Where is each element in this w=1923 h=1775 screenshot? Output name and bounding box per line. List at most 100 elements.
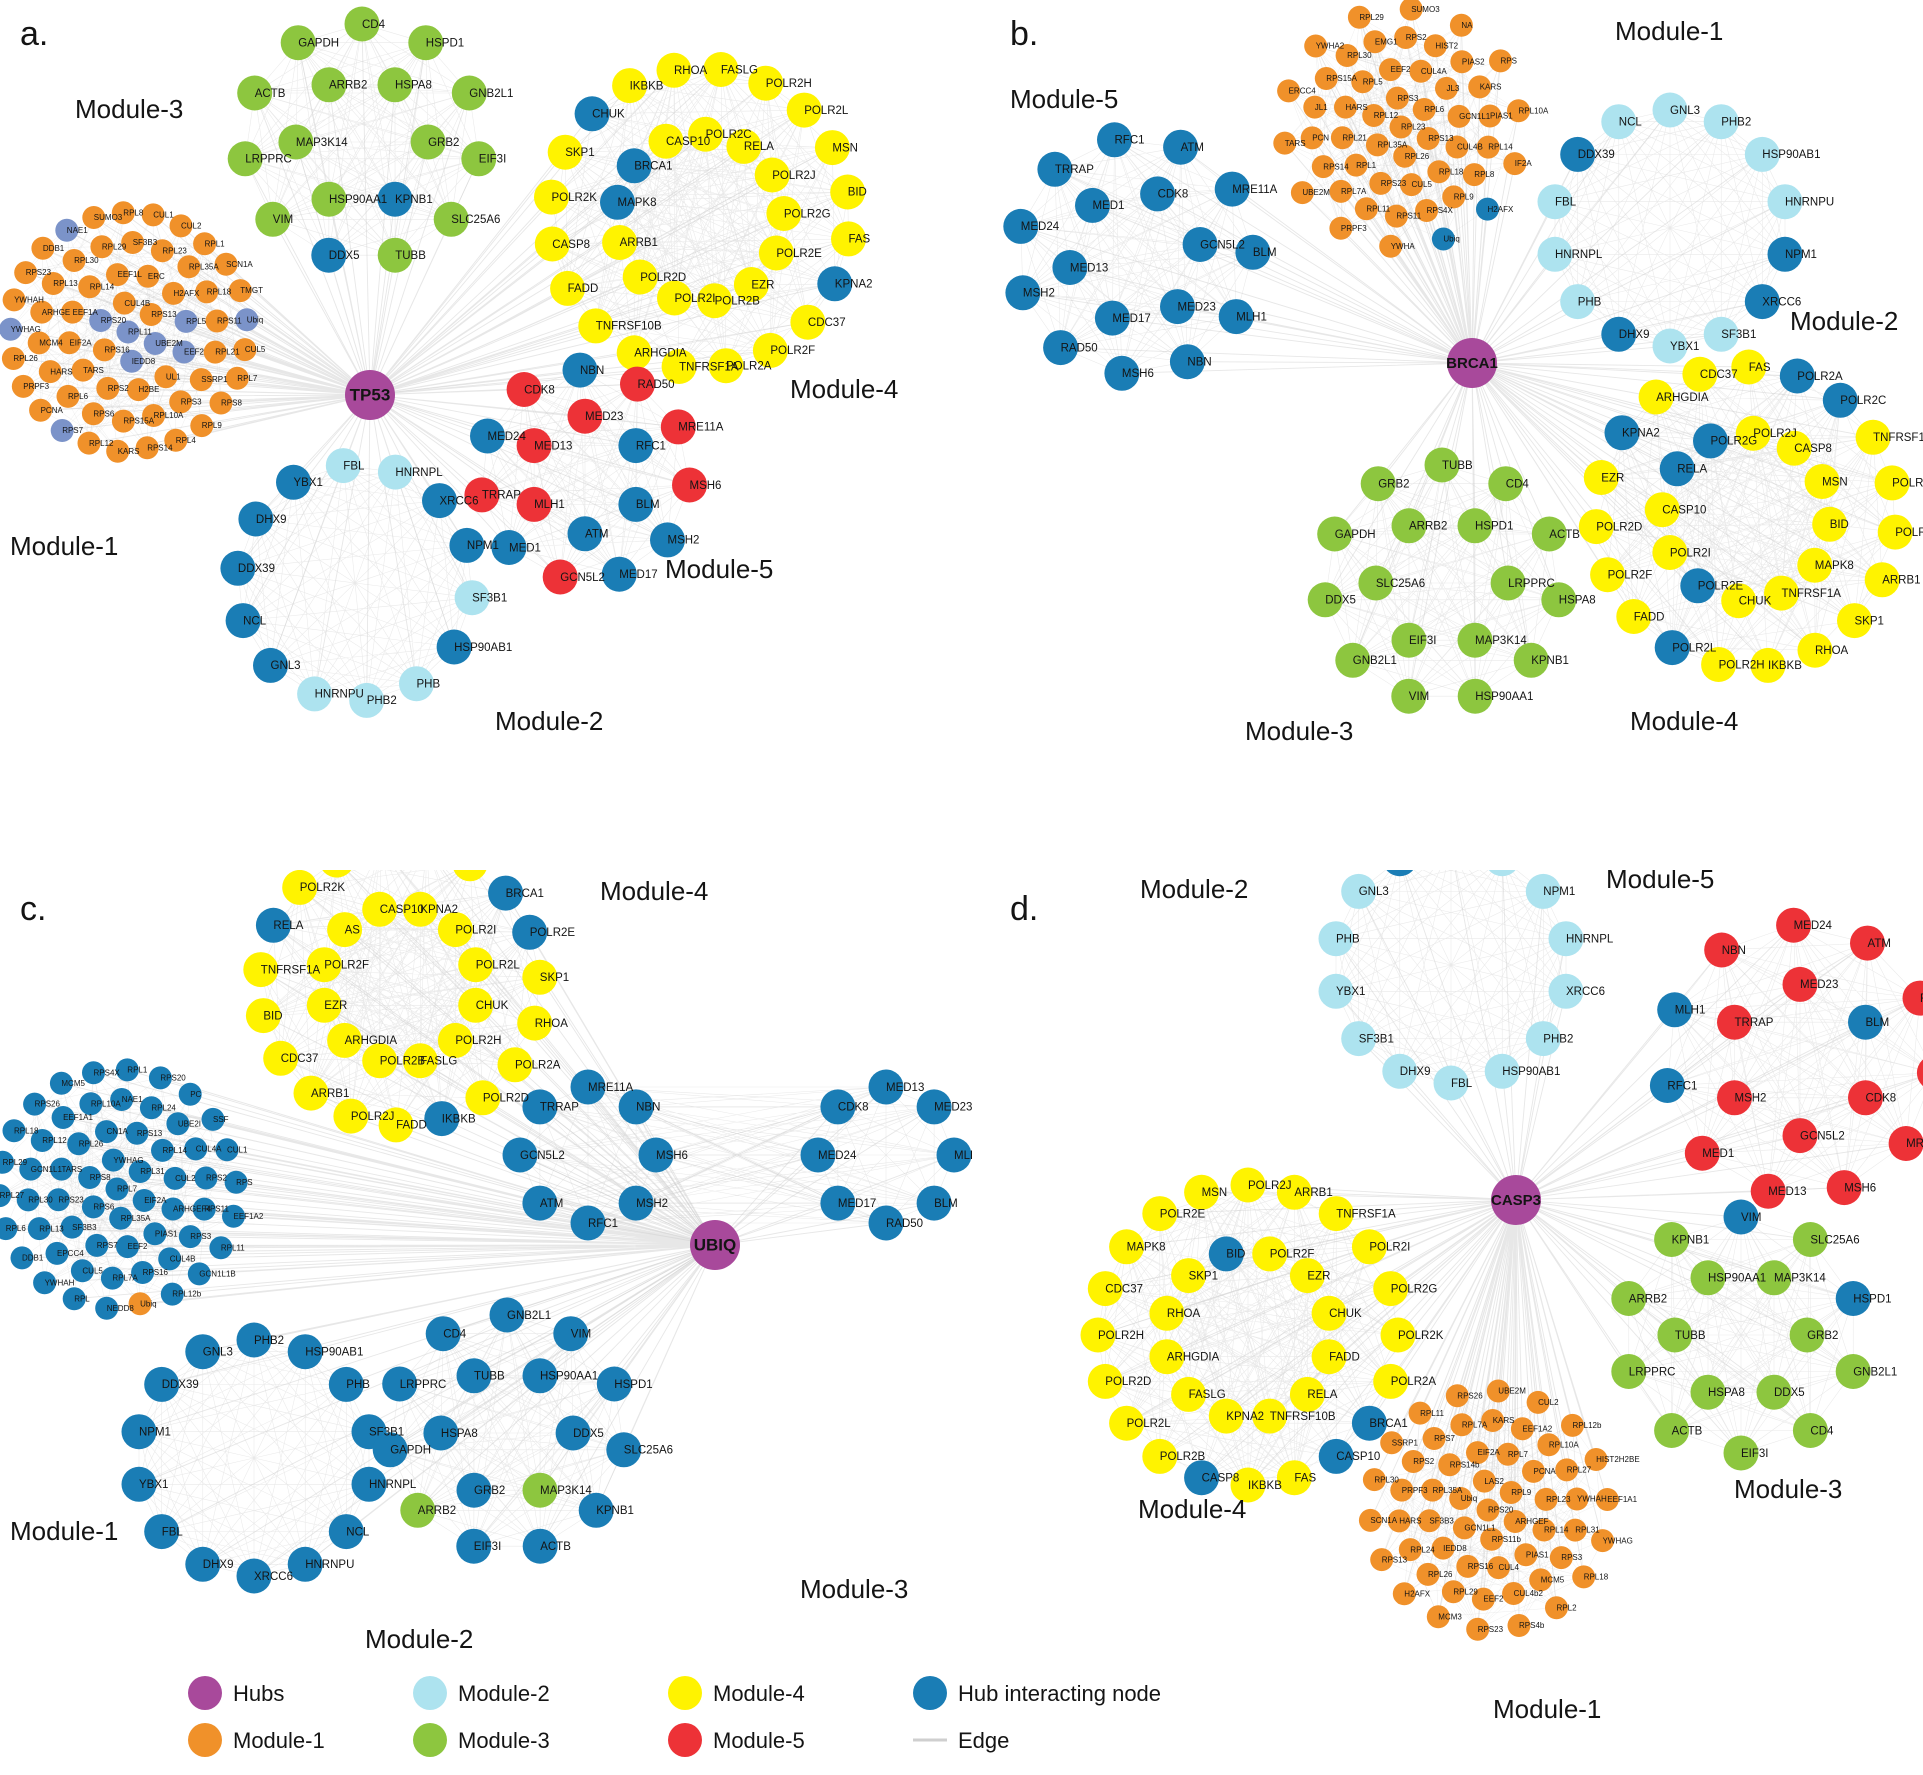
svg-text:Module-5: Module-5: [665, 554, 773, 584]
svg-text:BLM: BLM: [1253, 247, 1277, 259]
svg-text:GCN1L1: GCN1L1: [1459, 112, 1491, 121]
svg-text:POLR2L: POLR2L: [1127, 1418, 1172, 1430]
svg-text:CASP8: CASP8: [552, 239, 590, 251]
svg-text:EZR: EZR: [751, 279, 774, 291]
svg-text:PHB2: PHB2: [1543, 1033, 1573, 1045]
svg-text:RPL12: RPL12: [1374, 111, 1399, 120]
svg-text:DHX9: DHX9: [1400, 1066, 1431, 1078]
svg-text:POLR2H: POLR2H: [766, 78, 812, 90]
svg-text:TUBB: TUBB: [1675, 1330, 1706, 1342]
svg-text:CDK8: CDK8: [1866, 1093, 1897, 1105]
svg-text:TARS: TARS: [1285, 139, 1306, 148]
svg-text:HIST2: HIST2: [1435, 41, 1458, 50]
svg-text:UBE2M: UBE2M: [1302, 188, 1330, 197]
svg-text:Module-3: Module-3: [75, 94, 183, 124]
svg-text:c.: c.: [20, 890, 46, 928]
svg-text:SF3B1: SF3B1: [1359, 1033, 1394, 1045]
svg-text:POLR2G: POLR2G: [784, 208, 831, 220]
svg-text:POLR2K: POLR2K: [1398, 1330, 1444, 1342]
svg-text:HNRNPU: HNRNPU: [315, 689, 364, 701]
svg-text:MED1: MED1: [1093, 200, 1125, 212]
svg-text:FASLG: FASLG: [1189, 1389, 1226, 1401]
svg-text:RPL5: RPL5: [186, 317, 207, 326]
svg-text:FADD: FADD: [1329, 1352, 1360, 1364]
svg-text:EIF2A: EIF2A: [1478, 1448, 1501, 1457]
svg-text:BID: BID: [1830, 519, 1849, 531]
svg-text:RPS6: RPS6: [93, 1203, 114, 1212]
svg-text:MED1: MED1: [1702, 1148, 1734, 1160]
svg-text:CN1A: CN1A: [107, 1127, 129, 1136]
svg-text:RPS23: RPS23: [1381, 179, 1407, 188]
svg-text:SF3B1: SF3B1: [369, 1427, 404, 1439]
svg-text:POLR2K: POLR2K: [1895, 527, 1923, 539]
svg-text:NAE1: NAE1: [122, 1095, 143, 1104]
svg-text:RPS16: RPS16: [1468, 1562, 1494, 1571]
svg-text:RPL26: RPL26: [1428, 1570, 1453, 1579]
svg-text:EEF1L: EEF1L: [118, 270, 143, 279]
svg-text:ARRB1: ARRB1: [620, 237, 658, 249]
svg-text:YWHAH: YWHAH: [1577, 1495, 1607, 1504]
svg-text:VIM: VIM: [1741, 1212, 1761, 1224]
svg-text:CUL4B: CUL4B: [124, 299, 150, 308]
svg-text:RPL2: RPL2: [1557, 1603, 1578, 1612]
svg-text:EZR: EZR: [1307, 1270, 1330, 1282]
svg-text:EZR: EZR: [1601, 472, 1624, 484]
svg-text:RPL10A: RPL10A: [91, 1100, 121, 1109]
svg-text:RPL21: RPL21: [215, 348, 240, 357]
svg-text:RPL10A: RPL10A: [1519, 106, 1549, 115]
svg-text:GCN5L2: GCN5L2: [560, 572, 605, 584]
svg-text:GNB2L1: GNB2L1: [469, 88, 513, 100]
svg-text:RELA: RELA: [1677, 464, 1707, 476]
svg-text:MCM4: MCM4: [39, 339, 63, 348]
svg-text:HNRNPL: HNRNPL: [369, 1479, 417, 1491]
svg-text:NBN: NBN: [636, 1102, 660, 1114]
svg-text:RPL23: RPL23: [1546, 1495, 1571, 1504]
svg-text:MED24: MED24: [1021, 221, 1060, 233]
svg-text:KPNA2: KPNA2: [835, 279, 873, 291]
svg-text:TNFRSF1A: TNFRSF1A: [679, 361, 739, 373]
svg-text:RPL: RPL: [74, 1294, 90, 1303]
svg-text:MAP3K14: MAP3K14: [1475, 635, 1527, 647]
svg-text:RPL31: RPL31: [1575, 1526, 1600, 1535]
svg-text:HSP90AB1: HSP90AB1: [1502, 1066, 1560, 1078]
svg-text:POLR2I: POLR2I: [1369, 1242, 1410, 1254]
svg-text:UL1: UL1: [166, 372, 181, 381]
svg-text:VIM: VIM: [273, 214, 293, 226]
svg-text:PRPF3: PRPF3: [1341, 224, 1367, 233]
svg-text:RPS3: RPS3: [190, 1232, 211, 1241]
svg-text:KARS: KARS: [1493, 1416, 1515, 1425]
svg-text:MED23: MED23: [1800, 979, 1838, 991]
svg-text:POLR2H: POLR2H: [455, 1035, 501, 1047]
svg-text:FAS: FAS: [849, 234, 871, 246]
svg-text:EEF2: EEF2: [1483, 1595, 1504, 1604]
svg-text:Module-3: Module-3: [1245, 716, 1353, 746]
svg-text:LRPPRC: LRPPRC: [1508, 578, 1555, 590]
svg-text:TNFRSF1A: TNFRSF1A: [1782, 588, 1842, 600]
svg-text:LRPPRC: LRPPRC: [400, 1379, 447, 1391]
svg-text:CUL5: CUL5: [1412, 180, 1433, 189]
svg-text:MSH2: MSH2: [1735, 1093, 1767, 1105]
svg-text:MCM3: MCM3: [1438, 1612, 1462, 1621]
svg-text:Hubs: Hubs: [233, 1681, 284, 1706]
svg-text:NCL: NCL: [1619, 117, 1643, 129]
svg-text:MCM5: MCM5: [1541, 1576, 1565, 1585]
svg-text:RPS: RPS: [236, 1178, 252, 1187]
svg-text:SCN1A: SCN1A: [1370, 1516, 1397, 1525]
svg-text:RPL12: RPL12: [42, 1136, 67, 1145]
svg-text:POLR2A: POLR2A: [1797, 371, 1843, 383]
svg-text:DDB1: DDB1: [22, 1254, 44, 1263]
svg-text:RFC1: RFC1: [636, 440, 666, 452]
svg-text:PCN: PCN: [1312, 134, 1329, 143]
svg-text:Module-1: Module-1: [10, 1516, 118, 1546]
svg-text:RPL9: RPL9: [1511, 1488, 1532, 1497]
svg-text:GNB2L1: GNB2L1: [507, 1310, 551, 1322]
svg-text:MRE11A: MRE11A: [1906, 1138, 1923, 1150]
svg-text:RPS20: RPS20: [1488, 1506, 1514, 1515]
svg-text:ARHGDIA: ARHGDIA: [1656, 392, 1709, 404]
svg-text:CASP10: CASP10: [666, 136, 710, 148]
svg-text:NA: NA: [1461, 21, 1473, 30]
svg-text:RPL7A: RPL7A: [1462, 1421, 1488, 1430]
svg-text:IKBKB: IKBKB: [442, 1113, 476, 1125]
svg-text:HSP90AA1: HSP90AA1: [329, 194, 387, 206]
svg-text:RPL13: RPL13: [39, 1224, 64, 1233]
